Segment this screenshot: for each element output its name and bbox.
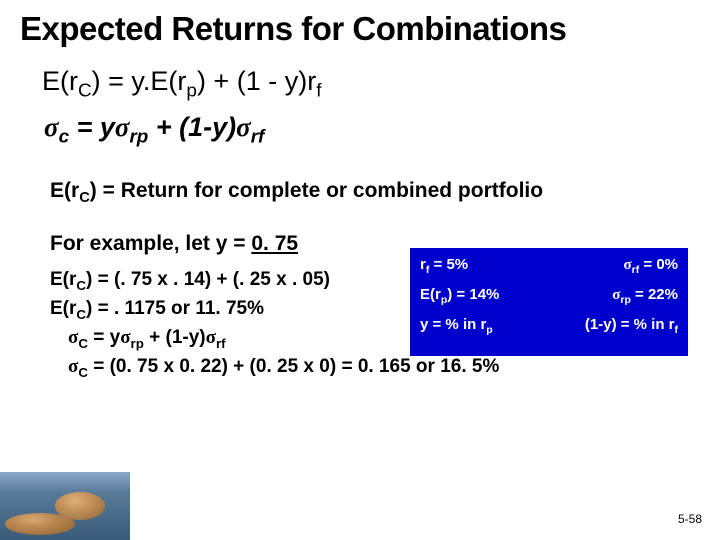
- rf-value: rf = 5%: [420, 256, 468, 276]
- one-minus-y-definition: (1-y) = % in rf: [585, 316, 678, 336]
- parameters-box: rf = 5% σrf = 0% E(rp) = 14% σrp = 22% y…: [410, 248, 688, 356]
- equation-expected-return: E(rC) = y.E(rp) + (1 - y)rf: [42, 66, 700, 102]
- calc-line-4: σC = (0. 75 x 0. 22) + (0. 25 x 0) = 0. …: [68, 353, 700, 382]
- slide-title: Expected Returns for Combinations: [20, 10, 700, 48]
- calc-line-2: E(rC) = . 1175 or 11. 75%: [50, 298, 264, 319]
- sigma-rp-value: σrp = 22%: [612, 286, 678, 306]
- param-row: y = % in rp (1-y) = % in rf: [420, 316, 678, 336]
- example-prefix: For example, let y =: [50, 232, 251, 255]
- y-definition: y = % in rp: [420, 316, 493, 336]
- footer-decorative-image: [0, 472, 130, 540]
- rock-shape: [5, 513, 75, 535]
- param-row: E(rp) = 14% σrp = 22%: [420, 286, 678, 306]
- equation-sigma: σc = yσrp + (1-y)σrf: [44, 112, 700, 148]
- page-number: 5-58: [678, 512, 702, 526]
- param-row: rf = 5% σrf = 0%: [420, 256, 678, 276]
- sigma-rf-value: σrf = 0%: [623, 256, 678, 276]
- erp-value: E(rp) = 14%: [420, 286, 499, 306]
- example-y-value: 0. 75: [251, 232, 298, 255]
- calc-line-1: E(rC) = (. 75 x . 14) + (. 25 x . 05): [50, 269, 330, 290]
- slide-container: Expected Returns for Combinations E(rC) …: [0, 0, 720, 540]
- rc-definition: E(rC) = Return for complete or combined …: [50, 179, 700, 206]
